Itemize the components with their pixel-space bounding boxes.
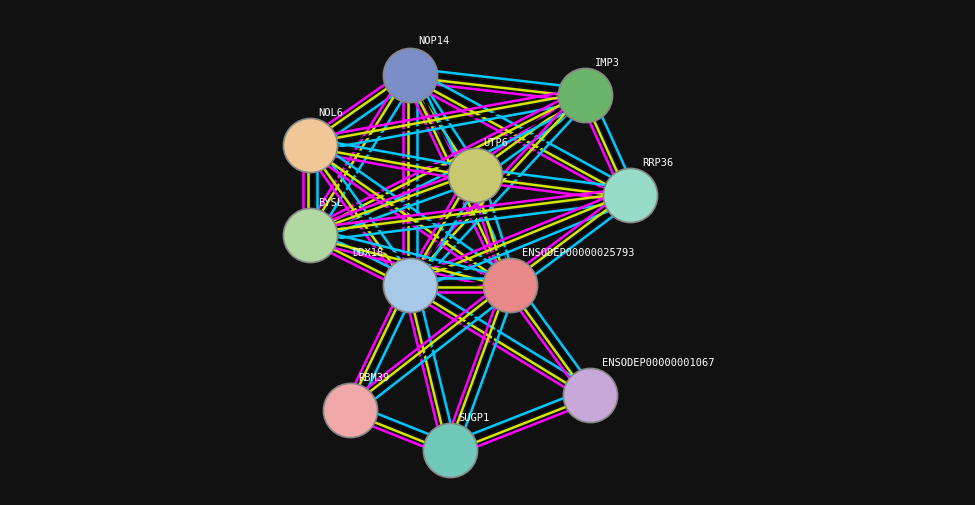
Text: ENSODEP00000001067: ENSODEP00000001067	[602, 358, 715, 367]
Text: NOP14: NOP14	[418, 36, 449, 46]
Text: RRP36: RRP36	[642, 158, 674, 168]
Point	[403, 281, 418, 289]
Text: DDX18: DDX18	[352, 247, 383, 258]
Point	[443, 446, 458, 454]
Point	[622, 191, 638, 199]
Point	[342, 406, 358, 414]
Point	[467, 172, 483, 180]
Point	[502, 281, 518, 289]
Text: BYSL: BYSL	[318, 197, 343, 208]
Point	[582, 391, 598, 399]
Point	[302, 142, 318, 150]
Point	[577, 92, 593, 100]
Text: RBM39: RBM39	[358, 372, 389, 382]
Text: IMP3: IMP3	[595, 58, 620, 68]
Text: UTP6: UTP6	[483, 138, 508, 147]
Point	[403, 72, 418, 80]
Text: SUGP1: SUGP1	[458, 412, 489, 422]
Text: ENSODEP00000025793: ENSODEP00000025793	[522, 247, 635, 258]
Text: NOL6: NOL6	[318, 108, 343, 118]
Point	[302, 231, 318, 239]
